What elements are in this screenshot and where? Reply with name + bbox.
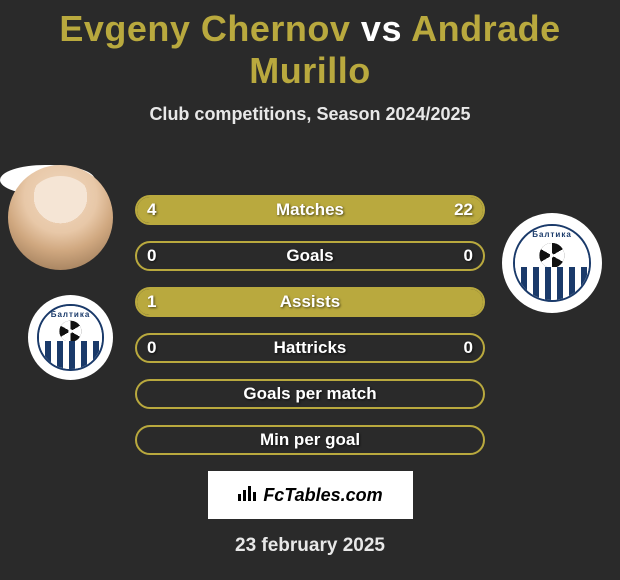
chart-bars-icon <box>237 484 259 507</box>
club-badge-text: Балтика <box>39 310 101 319</box>
stat-row: Goals per match <box>135 379 485 409</box>
stat-row: Min per goal <box>135 425 485 455</box>
stat-label: Hattricks <box>137 338 483 358</box>
club-badge-text: Балтика <box>515 230 589 239</box>
stat-label: Matches <box>137 200 483 220</box>
comparison-title: Evgeny Chernov vs Andrade Murillo <box>0 0 620 92</box>
stat-row: 1Assists <box>135 287 485 317</box>
player1-club-badge: Балтика <box>28 295 113 380</box>
stat-label: Assists <box>137 292 483 312</box>
subtitle: Club competitions, Season 2024/2025 <box>0 104 620 125</box>
stat-value-right: 0 <box>464 246 473 266</box>
stat-row: 0Goals0 <box>135 241 485 271</box>
stat-value-right: 0 <box>464 338 473 358</box>
comparison-date: 23 february 2025 <box>0 535 620 557</box>
stat-row: 4Matches22 <box>135 195 485 225</box>
watermark-text: FcTables.com <box>263 485 382 506</box>
stat-row: 0Hattricks0 <box>135 333 485 363</box>
vs-separator: vs <box>361 8 402 49</box>
player2-club-badge: Балтика <box>502 213 602 313</box>
stat-label: Goals per match <box>137 384 483 404</box>
stat-value-right: 22 <box>454 200 473 220</box>
stats-rows: 4Matches220Goals01Assists0Hattricks0Goal… <box>135 195 485 455</box>
stat-label: Goals <box>137 246 483 266</box>
player1-name: Evgeny Chernov <box>59 8 350 49</box>
stat-label: Min per goal <box>137 430 483 450</box>
watermark: FcTables.com <box>208 471 413 519</box>
player1-avatar <box>8 165 113 270</box>
content-area: Балтика Балтика 4Matches220Goals01Assist… <box>0 165 620 557</box>
